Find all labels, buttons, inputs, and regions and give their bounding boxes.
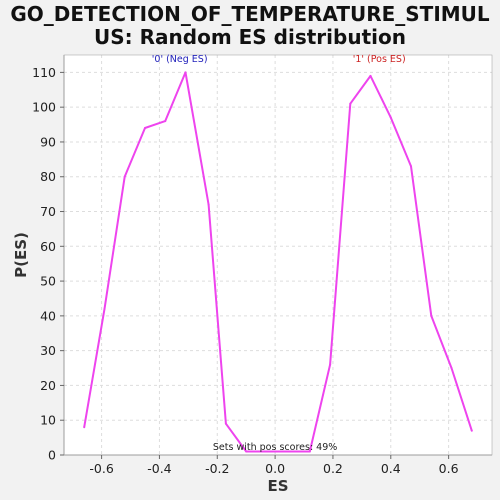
y-tick-label: 80	[40, 169, 56, 184]
x-tick-label: -0.2	[205, 461, 229, 476]
data-point	[207, 203, 210, 206]
data-point	[123, 175, 126, 178]
x-ticks: -0.6 -0.4 -0.2 0.0 0.2 0.4 0.6	[89, 455, 459, 476]
data-point	[470, 429, 473, 432]
data-point	[410, 165, 412, 168]
grid-y	[64, 71, 492, 456]
annotation-label: '1' (Pos ES)	[353, 54, 406, 65]
x-axis-label: ES	[267, 477, 288, 495]
data-point	[245, 450, 248, 453]
data-point	[144, 127, 146, 129]
axes	[63, 54, 493, 456]
marks	[83, 71, 473, 453]
data-point	[164, 120, 167, 123]
data-point	[389, 116, 392, 119]
y-tick-label: 110	[32, 65, 56, 80]
y-tick-label: 10	[40, 413, 56, 428]
data-point	[329, 363, 332, 366]
plot-border	[63, 54, 493, 456]
series-line	[83, 71, 473, 453]
data-point	[103, 307, 106, 310]
grid-x	[101, 55, 450, 455]
data-point	[430, 314, 433, 317]
data-point	[308, 450, 311, 453]
x-tick-label: 0.2	[323, 461, 343, 476]
x-tick-label: 0.0	[265, 461, 285, 476]
y-tick-label: 90	[40, 134, 56, 149]
y-tick-label: 50	[40, 274, 56, 289]
chart-title-line-2: US: Random ES distribution	[94, 25, 406, 49]
x-tick-label: 0.4	[381, 461, 401, 476]
data-point	[224, 422, 227, 425]
annotation-label: Sets with pos scores: 49%	[213, 442, 337, 453]
y-axis-label: P(ES)	[12, 232, 30, 278]
y-tick-label: 20	[40, 378, 56, 393]
x-tick-label: -0.6	[89, 461, 113, 476]
data-point	[265, 450, 268, 453]
data-point	[184, 71, 187, 74]
y-ticks: 0 10 20 30 40 50 60 70 80 90 100 110	[32, 65, 64, 463]
plot-area	[64, 55, 492, 455]
chart-title-line-1: GO_DETECTION_OF_TEMPERATURE_STIMUL	[10, 2, 490, 26]
data-point	[450, 367, 453, 369]
annotations: '0' (Neg ES) '1' (Pos ES) Sets with pos sc…	[152, 54, 406, 453]
y-tick-label: 60	[40, 239, 56, 254]
y-tick-label: 30	[40, 343, 56, 358]
y-tick-label: 40	[40, 308, 56, 323]
annotation-label: '0' (Neg ES)	[152, 54, 208, 65]
y-tick-label: 100	[32, 100, 56, 115]
data-point	[349, 102, 352, 105]
data-point	[369, 74, 372, 77]
x-tick-label: 0.6	[439, 461, 459, 476]
y-tick-label: 70	[40, 204, 56, 219]
data-point	[288, 450, 291, 453]
y-tick-label: 0	[48, 448, 56, 463]
x-tick-label: -0.4	[147, 461, 171, 476]
data-point	[83, 426, 86, 429]
